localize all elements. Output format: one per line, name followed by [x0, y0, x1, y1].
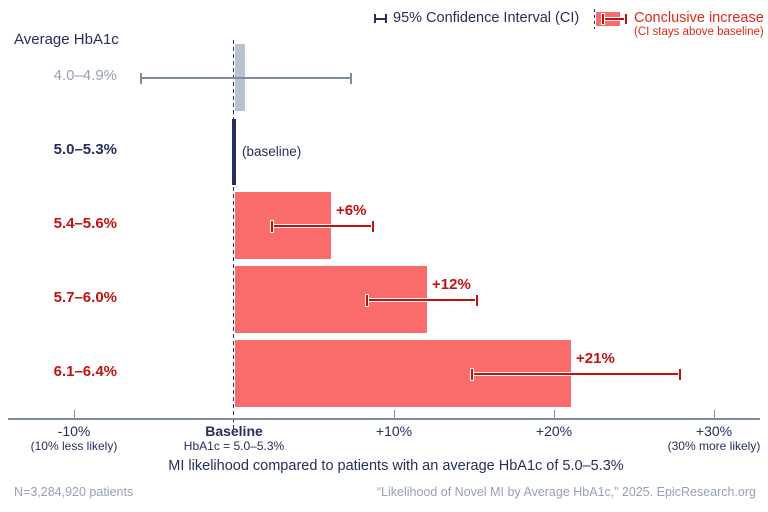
row-label-5.0–5.3%: 5.0–5.3% — [53, 141, 117, 158]
ci-cap-high-5.7–6.0% — [476, 295, 479, 306]
ci-line-4.0–4.9% — [141, 77, 351, 79]
value-label-6.1–6.4%: +21% — [576, 350, 615, 367]
ci-cap-low-5.4–5.6% — [271, 221, 274, 232]
y-axis-title: Average HbA1c — [14, 31, 119, 48]
confidence-interval-icon — [374, 14, 387, 23]
conclusive-increase-icon — [592, 9, 630, 29]
row-label-4.0–4.9%: 4.0–4.9% — [53, 67, 117, 84]
ci-cap-low-5.7–6.0% — [365, 295, 368, 306]
baseline-marker — [232, 119, 236, 185]
row-label-6.1–6.4%: 6.1–6.4% — [53, 363, 117, 380]
ci-cap-high-4.0–4.9% — [349, 73, 352, 84]
x-tick-label-+30%: +30% — [695, 423, 733, 439]
ci-line-6.1–6.4% — [472, 373, 681, 375]
x-axis-line — [8, 418, 760, 420]
ci-cap-low-4.0–4.9% — [140, 73, 143, 84]
x-tick-label-+20%: +20% — [535, 423, 573, 439]
value-label-5.4–5.6%: +6% — [336, 202, 367, 219]
x-axis-title: MI likelihood compared to patients with … — [168, 458, 624, 474]
legend-conclusive-label: Conclusive increase — [634, 10, 764, 26]
x-tick--10 — [74, 410, 75, 418]
x-tick-20 — [554, 410, 555, 418]
legend-ci-label: 95% Confidence Interval (CI) — [393, 10, 580, 26]
x-tick-10 — [394, 410, 395, 418]
x-tick-label-+10%: +10% — [375, 423, 413, 439]
sample-size-note: N=3,284,920 patients — [14, 485, 134, 499]
ci-cap-high-5.4–5.6% — [372, 221, 375, 232]
x-tick-sublabel--10%: (10% less likely) — [30, 439, 118, 453]
x-tick-sublabel-Baseline: HbA1c = 5.0–5.3% — [183, 439, 285, 453]
baseline-annotation: (baseline) — [242, 144, 302, 159]
x-tick-sublabel-+30%: (30% more likely) — [667, 439, 761, 453]
source-citation: “Likelihood of Novel MI by Average HbA1c… — [376, 485, 756, 499]
ci-cap-high-6.1–6.4% — [679, 369, 682, 380]
x-tick-label--10%: -10% — [57, 423, 91, 439]
legend-conclusive-sublabel: (CI stays above baseline) — [634, 26, 764, 38]
ci-line-5.4–5.6% — [272, 225, 374, 227]
ci-line-5.7–6.0% — [366, 299, 478, 301]
ci-cap-low-6.1–6.4% — [471, 369, 474, 380]
x-tick-label-Baseline: Baseline — [205, 423, 263, 439]
x-tick-30 — [714, 410, 715, 418]
row-label-5.7–6.0%: 5.7–6.0% — [53, 289, 117, 306]
row-label-5.4–5.6%: 5.4–5.6% — [53, 215, 117, 232]
baseline-dashed-line — [233, 40, 234, 432]
value-label-5.7–6.0%: +12% — [432, 276, 471, 293]
